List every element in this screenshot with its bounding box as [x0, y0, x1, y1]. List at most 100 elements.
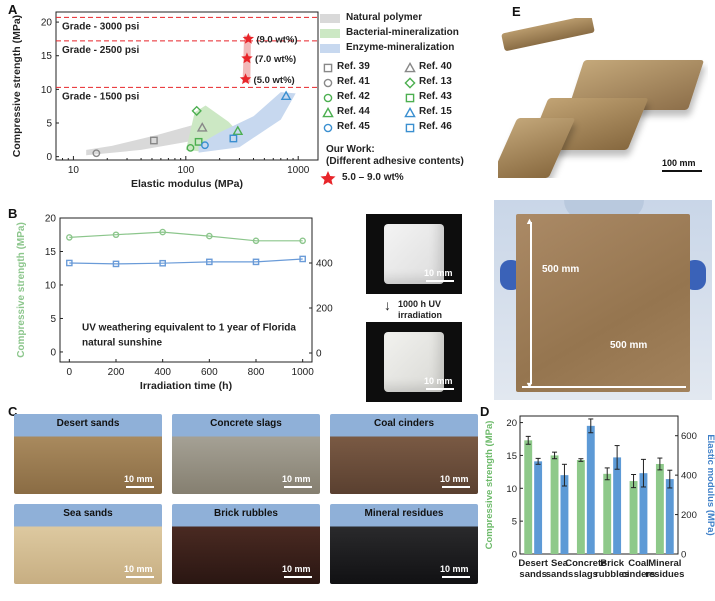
bar-elastic-modulus	[534, 461, 543, 554]
series-line-compressive-strength	[69, 231, 303, 242]
arrow-up-icon: ▲	[525, 216, 534, 226]
category-label-line-1: Coal	[628, 558, 649, 569]
x-tick-label: 600	[201, 367, 218, 378]
bar-compressive-strength	[550, 455, 559, 554]
y-tick-label: 15	[41, 51, 53, 62]
y-tick-label: 5	[512, 517, 517, 528]
arrow-down-icon: ▼	[525, 380, 534, 390]
data-point-ref-40	[196, 122, 208, 132]
y-axis-label: Compressive strength (MPa)	[11, 15, 23, 157]
y-tick-label: 10	[41, 85, 53, 96]
legend-marker-ref-44	[322, 106, 334, 118]
panel-a-letter: A	[8, 2, 18, 17]
data-point-elastic-modulus	[206, 258, 213, 266]
material-cube-photo: Sea sands 10 mm	[14, 504, 162, 584]
horizontal-dimension-line	[522, 386, 686, 388]
grade-label: Grade - 1500 psi	[62, 91, 139, 102]
y-tick-label: 20	[506, 418, 517, 429]
legend-label-ref-46: Ref. 46	[419, 121, 452, 132]
tile-label: Brick rubbles	[214, 508, 278, 519]
grade-label: Grade - 2500 psi	[62, 45, 139, 56]
tile-label: Mineral residues	[364, 508, 444, 519]
plot-frame	[59, 217, 313, 363]
tile-scale-bar	[442, 576, 470, 578]
bar-elastic-modulus	[665, 479, 674, 554]
category-label-line-2: cinders	[622, 569, 656, 580]
y-tick-label: 0	[46, 152, 52, 163]
bar-elastic-modulus	[560, 475, 569, 554]
legend-enzyme: Enzyme-mineralization	[346, 42, 455, 53]
material-cube-photo: Mineral residues 10 mm	[330, 504, 478, 584]
category-label-line-1: Brick	[600, 558, 624, 569]
bricks-photo: 100 mm	[498, 18, 708, 178]
legend-our-work-title: Our Work:	[326, 144, 375, 155]
uv-arrow-label-1: 1000 h UV	[398, 299, 442, 309]
tile-scale-bar	[126, 576, 154, 578]
y-right-tick-label: 0	[316, 349, 322, 360]
x-tick-label: 100	[177, 165, 194, 176]
bricks-scale-label: 100 mm	[662, 158, 696, 168]
sand-panel: ▲ ▼ 500 mm 500 mm	[516, 214, 690, 392]
panel-b-chart: 0 200 400 600 800 1000051015200200400Irradiat…	[16, 214, 340, 393]
plot-frame	[55, 11, 319, 161]
legend-marker-ref-42	[323, 93, 333, 103]
bar-compressive-strength	[576, 460, 585, 554]
down-arrow-icon: ↓	[384, 297, 391, 313]
panel-d-letter: D	[480, 404, 490, 419]
bar-compressive-strength	[629, 481, 638, 554]
legend-label-ref-40: Ref. 40	[419, 61, 452, 72]
category-label-line-2: residues	[645, 569, 684, 580]
uv-arrow-label-2: irradiation	[398, 310, 443, 320]
uv-before-photo: 10 mm	[366, 214, 462, 294]
horizontal-dimension-label: 500 mm	[610, 340, 648, 351]
bar-elastic-modulus	[613, 457, 622, 554]
x-tick-label: 10	[68, 165, 80, 176]
y-axis-label-right: Elastic modulus (MPa)	[339, 237, 340, 344]
x-tick-label: 200	[108, 367, 125, 378]
vertical-dimension-label: 500 mm	[542, 264, 580, 275]
bricks-scale-bar	[662, 170, 702, 172]
legend-label-ref-15: Ref. 15	[419, 106, 452, 117]
scale-bar-before	[426, 280, 454, 282]
material-cube-photo: Desert sands 10 mm	[14, 414, 162, 494]
tile-label: Sea sands	[63, 508, 113, 519]
tile-scale-bar	[284, 486, 312, 488]
legend-label-ref-43: Ref. 43	[419, 91, 452, 102]
white-cube	[384, 332, 444, 392]
series-line-elastic-modulus	[69, 258, 303, 265]
x-tick-label: 1000	[292, 367, 315, 378]
vertical-dimension-line	[530, 222, 532, 384]
bar-compressive-strength	[603, 473, 612, 554]
tile-scale-bar	[284, 576, 312, 578]
y-tick-label: 0	[50, 347, 56, 358]
our-work-label: (5.0 wt%)	[254, 75, 295, 86]
y-tick-label: 20	[45, 214, 57, 225]
legend-natural-polymer: Natural polymer	[346, 12, 423, 23]
category-label-line-1: Mineral	[648, 558, 681, 569]
y-right-tick-label: 600	[681, 431, 697, 442]
data-point-ref-15	[280, 90, 292, 100]
legend-marker-ref-43	[405, 93, 415, 103]
tile-scale-label: 10 mm	[440, 564, 469, 574]
y-tick-label: 5	[46, 119, 52, 130]
tile-scale-label: 10 mm	[440, 474, 469, 484]
white-cube	[384, 224, 444, 284]
y-tick-label: 15	[506, 451, 517, 462]
bar-elastic-modulus	[639, 473, 648, 554]
y-tick-label: 15	[45, 247, 57, 258]
y-tick-label: 0	[512, 550, 517, 561]
x-tick-label: 1000	[287, 165, 310, 176]
tile-label: Desert sands	[56, 418, 120, 429]
tile-scale-label: 10 mm	[124, 564, 153, 574]
category-label-line-1: Sea	[551, 558, 569, 569]
y-right-tick-label: 200	[316, 304, 333, 315]
data-point-ref-39	[149, 136, 158, 145]
annotation-line-2: natural sunshine	[82, 338, 162, 349]
y-axis-label-left: Compressive strength (MPa)	[484, 421, 495, 550]
panel-c-letter: C	[8, 404, 18, 419]
data-point-elastic-modulus	[299, 255, 306, 263]
tile-label: Concrete slags	[210, 418, 282, 429]
legend-bacterial: Bacterial-mineralization	[346, 27, 459, 38]
data-point-compressive-strength	[112, 231, 120, 239]
